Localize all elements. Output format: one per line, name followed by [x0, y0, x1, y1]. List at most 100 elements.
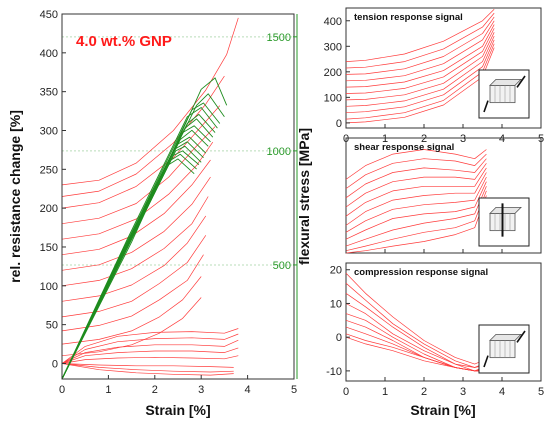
shear-series-8 [345, 181, 487, 240]
shear-series-11 [345, 195, 487, 254]
compression-series-9 [345, 336, 491, 372]
compression-specimen-top [489, 333, 522, 341]
shear-series-7 [345, 176, 487, 233]
tension-series-9 [345, 39, 495, 114]
tension-specimen-inset [478, 69, 530, 119]
tension-series-7 [345, 32, 495, 101]
shear-series-10 [345, 190, 487, 252]
tension-x-tick-label: 2 [421, 133, 427, 145]
main-gridlines [62, 36, 294, 266]
resistance-series-3 [61, 105, 221, 209]
resistance-series-15 [61, 333, 239, 364]
tension-specimen-block [489, 84, 516, 104]
tension-data-lines [345, 9, 495, 124]
compression-x-tick-label: 0 [343, 386, 349, 398]
compression-specimen-inset [478, 324, 530, 374]
compression-x-tick-label: 2 [421, 386, 427, 398]
shear-data-lines [345, 149, 487, 254]
resistance-series-16 [61, 339, 239, 364]
main-y-tick-label: 0 [52, 358, 58, 370]
compression-y-tick-label: 10 [330, 298, 342, 310]
shear-series-5 [345, 167, 487, 217]
shear-specimen-inset [478, 197, 530, 247]
shear-panel-frame [345, 137, 542, 254]
tension-series-6 [345, 28, 495, 94]
tension-y-tick-label: 200 [324, 67, 342, 79]
resistance-series-21 [61, 363, 234, 376]
shear-panel-title: shear response signal [354, 142, 454, 153]
main-x-tick-label: 2 [152, 384, 158, 396]
main-y2-tick-label: 500 [273, 260, 291, 272]
main-y-tick-label: 150 [40, 242, 58, 254]
tension-y-tick-label: 0 [336, 118, 342, 130]
compression-y-tick-label: -10 [326, 366, 342, 378]
stress-series-1 [61, 77, 228, 380]
main-y-tick-label: 250 [40, 164, 58, 176]
shear-series-4 [345, 163, 487, 208]
compression-y-tick-label: 0 [336, 332, 342, 344]
compression-specimen-block [489, 339, 516, 359]
compression-series-1 [345, 272, 491, 365]
main-y-tick-label: 350 [40, 87, 58, 99]
resistance-series-19 [61, 363, 234, 368]
stress-series-9 [61, 136, 207, 380]
resistance-series-7 [61, 176, 211, 271]
tension-y-ticks: 0 100 200 300 400 [324, 16, 350, 130]
main-plot-frame [61, 13, 295, 380]
resistance-series-13 [61, 297, 202, 357]
tension-panel-title: tension response signal [354, 12, 463, 23]
main-annotation: 4.0 wt.% GNP [76, 33, 172, 50]
resistance-series-5 [61, 141, 214, 240]
shear-series-6 [345, 172, 487, 226]
tension-y-tick-label: 100 [324, 92, 342, 104]
tension-y-tick-label: 400 [324, 16, 342, 28]
compression-load-arrow [483, 355, 489, 368]
compression-x-ticks: 0 1 2 3 4 5 [343, 377, 544, 398]
tension-series-8 [345, 35, 495, 107]
resistance-series-17 [61, 347, 239, 364]
main-chart: 0 1 2 3 4 5 0 50 100 150 200 250 300 350 400 450 500 10… [7, 9, 312, 418]
resistance-series-20 [61, 363, 234, 373]
compression-y-tick-label: 20 [330, 265, 342, 277]
main-x-tick-label: 1 [105, 384, 111, 396]
main-x-axis-label: Strain [%] [145, 402, 210, 418]
tension-y-tick-label: 300 [324, 41, 342, 53]
tension-series-1 [345, 9, 495, 62]
main-y-tick-label: 100 [40, 281, 58, 293]
main-x-tick-label: 0 [59, 384, 65, 396]
resistance-series-14 [61, 328, 239, 364]
shear-series-3 [345, 158, 487, 199]
tension-series-2 [345, 12, 495, 69]
shear-panel: shear response signal [345, 137, 542, 254]
tension-x-tick-label: 3 [460, 133, 466, 145]
compression-panel-frame [345, 262, 542, 382]
main-data-lines [61, 17, 239, 380]
shear-series-1 [345, 149, 487, 180]
tension-series-3 [345, 16, 495, 75]
stress-series-14 [61, 158, 195, 380]
compression-x-tick-label: 4 [499, 386, 505, 398]
main-y-tick-label: 50 [46, 320, 58, 332]
resistance-series-18 [61, 355, 239, 364]
resistance-series-1 [61, 17, 239, 186]
main-y2-tick-label: 1500 [267, 32, 291, 44]
compression-x-tick-label: 3 [460, 386, 466, 398]
compression-x-tick-label: 1 [382, 386, 388, 398]
tension-x-tick-label: 4 [499, 133, 505, 145]
main-x-tick-label: 5 [291, 384, 297, 396]
resistance-series-6 [61, 159, 211, 256]
compression-panel-title: compression response signal [354, 267, 488, 278]
main-x-tick-label: 4 [245, 384, 251, 396]
tension-load-arrow [483, 100, 489, 113]
main-y2-axis-label: flexural stress [MPa] [296, 128, 312, 265]
resistance-series-9 [61, 215, 207, 302]
main-y-tick-label: 300 [40, 125, 58, 137]
main-y-axis-label: rel. resistance change [%] [7, 110, 23, 283]
main-y-tick-label: 400 [40, 48, 58, 60]
shear-x-ticks [345, 249, 542, 253]
compression-series-3 [345, 293, 491, 368]
resistance-series-12 [61, 276, 202, 345]
